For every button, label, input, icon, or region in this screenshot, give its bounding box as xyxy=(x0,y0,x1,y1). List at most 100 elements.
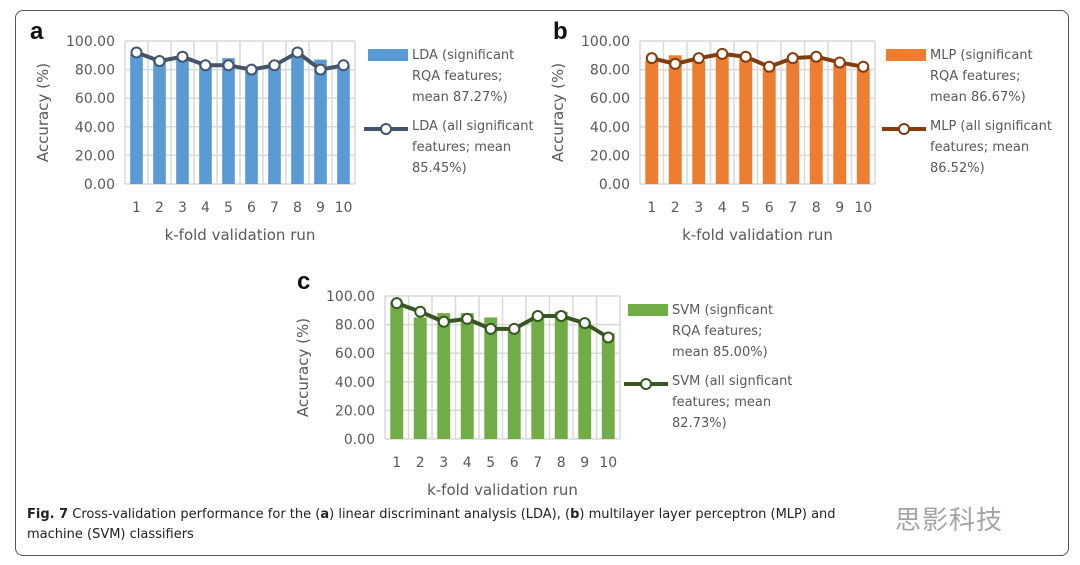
x-tick-label: 2 xyxy=(155,200,164,216)
line-marker xyxy=(291,46,304,59)
legend-line-swatch xyxy=(364,123,408,135)
x-tick-label: 4 xyxy=(463,455,472,471)
caption-a: a xyxy=(320,507,330,522)
legend-label-line: RQA features; xyxy=(412,69,503,84)
legend-label-line: features; mean xyxy=(672,395,772,410)
legend-label-line: SVM (signficant xyxy=(672,303,774,318)
line-marker xyxy=(153,55,166,68)
bar xyxy=(715,55,729,184)
bar xyxy=(245,66,258,184)
y-tick-label: 100.00 xyxy=(66,34,115,50)
legend-label-line: RQA features; xyxy=(930,69,1021,84)
line-marker xyxy=(578,317,591,330)
bar xyxy=(176,58,189,184)
legend-svm: SVM (signficant RQA features; mean 85.00%)… xyxy=(620,300,822,442)
y-tick-label: 60.00 xyxy=(335,346,375,362)
x-tick-label: 10 xyxy=(599,455,617,471)
bar xyxy=(833,63,847,184)
legend-item: MLP (significant RQA features; mean 86.67%… xyxy=(878,45,1080,108)
bar xyxy=(645,61,659,184)
legend-label-line: 82.73%) xyxy=(672,416,727,431)
x-tick-label: 4 xyxy=(718,200,727,216)
caption-text-1: Cross-validation performance for the ( xyxy=(68,507,321,522)
legend-label-line: features; mean xyxy=(412,140,512,155)
x-tick-label: 1 xyxy=(392,455,401,471)
legend-bar-swatch xyxy=(628,304,668,316)
x-tick-label: 3 xyxy=(694,200,703,216)
legend-label-line: MLP (all significant xyxy=(930,119,1052,134)
legend-label-line: MLP (significant xyxy=(930,48,1033,63)
legend-marker xyxy=(640,378,652,390)
y-tick-label: 60.00 xyxy=(75,91,115,107)
x-tick-label: 5 xyxy=(741,200,750,216)
bar xyxy=(601,333,615,439)
panel-letter-b: b xyxy=(553,18,568,45)
bar xyxy=(130,53,143,185)
line-marker xyxy=(833,56,846,69)
legend-marker xyxy=(380,123,392,135)
figure-caption: Fig. 7 Cross-validation performance for … xyxy=(27,505,1057,545)
line-marker xyxy=(130,46,143,59)
y-tick-label: 20.00 xyxy=(75,148,115,164)
line-marker xyxy=(555,310,568,323)
x-axis-label: k-fold validation run xyxy=(427,481,578,499)
x-tick-label: 8 xyxy=(557,455,566,471)
legend-mlp: MLP (significant RQA features; mean 86.67%… xyxy=(878,45,1080,187)
x-tick-label: 3 xyxy=(439,455,448,471)
x-tick-label: 7 xyxy=(533,455,542,471)
x-tick-label: 7 xyxy=(270,200,279,216)
legend-lda: LDA (significant RQA features; mean 87.27%… xyxy=(360,45,562,187)
y-axis-label: Accuracy (%) xyxy=(294,318,312,417)
line-marker xyxy=(437,315,450,328)
legend-label-line: RQA features; xyxy=(672,324,763,339)
line-marker xyxy=(810,50,823,63)
x-axis-label: k-fold validation run xyxy=(165,226,316,244)
line-marker xyxy=(222,59,235,72)
line-marker xyxy=(645,52,658,65)
line-marker xyxy=(669,57,682,70)
x-tick-label: 9 xyxy=(316,200,325,216)
line-marker xyxy=(484,322,497,335)
bar xyxy=(692,61,706,184)
y-tick-label: 20.00 xyxy=(590,148,630,164)
x-tick-label: 4 xyxy=(201,200,210,216)
y-tick-label: 40.00 xyxy=(335,375,375,391)
panel-letter-c: c xyxy=(297,268,311,295)
bar xyxy=(153,58,166,184)
bar xyxy=(222,58,235,184)
y-tick-label: 60.00 xyxy=(590,91,630,107)
x-tick-label: 8 xyxy=(293,200,302,216)
legend-marker xyxy=(898,123,910,135)
legend-label-line: mean 87.27%) xyxy=(412,90,508,105)
legend-item: MLP (all significant features; mean 86.52%… xyxy=(878,116,1080,179)
legend-line-swatch xyxy=(882,123,926,135)
x-tick-label: 1 xyxy=(132,200,141,216)
line-marker xyxy=(199,59,212,72)
y-axis-label: Accuracy (%) xyxy=(34,63,52,162)
x-tick-label: 6 xyxy=(765,200,774,216)
series-line xyxy=(651,51,864,69)
x-axis-label: k-fold validation run xyxy=(682,226,833,244)
legend-label-line: mean 85.00%) xyxy=(672,345,768,360)
bar xyxy=(578,321,592,439)
bar xyxy=(268,62,281,185)
legend-line-swatch xyxy=(624,378,668,390)
chart-svm: 0.00 20.00 40.00 60.00 80.00 100.00 1 2 3 4 5 6 7 8 9 1… xyxy=(294,289,621,499)
line-marker xyxy=(763,60,776,73)
x-tick-label: 10 xyxy=(854,200,872,216)
bar xyxy=(390,301,404,439)
bar xyxy=(668,55,682,184)
legend-label-line: mean 86.67%) xyxy=(930,90,1026,105)
line-marker xyxy=(268,59,281,72)
bar xyxy=(507,328,521,439)
y-tick-label: 80.00 xyxy=(590,63,630,79)
line-marker xyxy=(314,63,327,76)
caption-label: Fig. 7 xyxy=(27,507,69,522)
legend-item: LDA (all significant features; mean 85.45%… xyxy=(360,116,562,179)
x-tick-label: 9 xyxy=(580,455,589,471)
bar xyxy=(809,58,823,184)
bar xyxy=(484,317,498,439)
line-marker xyxy=(602,331,615,344)
bar xyxy=(460,313,474,439)
bar xyxy=(291,53,304,185)
